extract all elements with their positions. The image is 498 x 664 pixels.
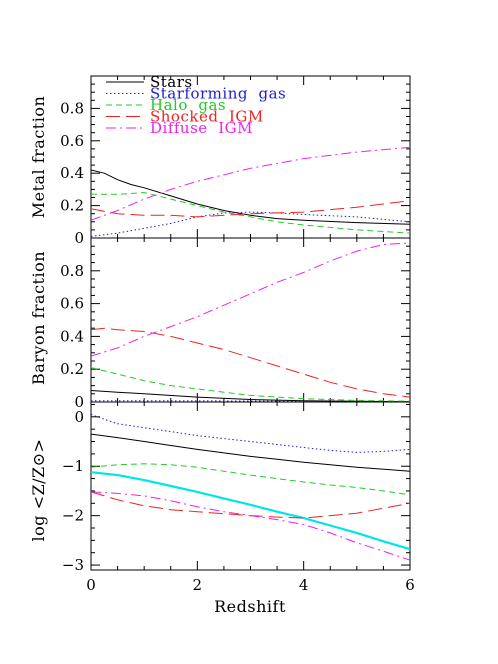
panels: 00.20.40.60.800.20.40.60.8−3−2−100 2 4 6: [60, 75, 415, 594]
series-cyan-line: [91, 471, 410, 551]
x-axis-title: Redshift: [214, 597, 286, 616]
series-shocked-line: [91, 200, 410, 218]
series-halo-line: [91, 463, 410, 496]
y-tick-label: 0: [74, 229, 84, 247]
y-tick-label: 0.8: [60, 99, 84, 117]
y-tick-label: 0.6: [60, 132, 84, 150]
y-tick-label: 0.2: [60, 360, 84, 378]
legend-label-shocked: Shocked IGM: [150, 108, 264, 126]
y-tick-label: 0.2: [60, 197, 84, 215]
panel-frame: [90, 401, 411, 571]
legend-label-diffuse: Diffuse IGM: [150, 119, 253, 137]
series-starforming-line: [91, 400, 410, 402]
y-axis-title-metal-fraction: Metal fraction: [29, 96, 48, 219]
legend-label-stars: Stars: [150, 73, 193, 91]
y-tick-label: 0.4: [60, 327, 84, 345]
x-tick-label: 0: [86, 576, 96, 594]
series-halo-line: [91, 367, 410, 402]
series-starforming-line: [91, 413, 410, 453]
legend-label-starforming: Starforming gas: [150, 85, 286, 103]
series-starforming-line: [91, 211, 410, 237]
y-axis-title-log-metallicity: log <Z/Z⊙>: [29, 439, 48, 542]
series-stars-line: [91, 169, 410, 225]
x-tick-label: 6: [405, 576, 415, 594]
series-diffuse-line: [91, 491, 410, 561]
y-tick-label: 0.4: [60, 164, 84, 182]
series-stars-line: [91, 433, 410, 472]
x-tick-label: 2: [193, 576, 203, 594]
y-tick-label: −1: [62, 457, 84, 475]
y-tick-label: 0: [74, 408, 84, 426]
panel-2: −3 −2 −1 0: [62, 401, 411, 574]
panel-1: 0 0.2 0.4 0.6 0.8: [60, 237, 411, 411]
y-tick-label: −3: [62, 556, 84, 574]
x-tick-label: 4: [299, 576, 309, 594]
y-tick-label: 0.8: [60, 262, 84, 280]
series-halo-line: [91, 192, 410, 234]
y-tick-label: −2: [62, 507, 84, 525]
legend-label-halo: Halo gas: [150, 96, 226, 114]
y-axis-title-baryon-fraction: Baryon fraction: [29, 251, 48, 385]
y-tick-label: 0.6: [60, 295, 84, 313]
panel-0: 0 0.2 0.4 0.6 0.8: [60, 75, 411, 247]
series-diffuse-line: [91, 146, 410, 221]
y-tick-label: 0: [74, 393, 84, 411]
series-diffuse-line: [91, 242, 410, 357]
series-shocked-line: [91, 327, 410, 398]
panel-frame: [90, 237, 411, 403]
